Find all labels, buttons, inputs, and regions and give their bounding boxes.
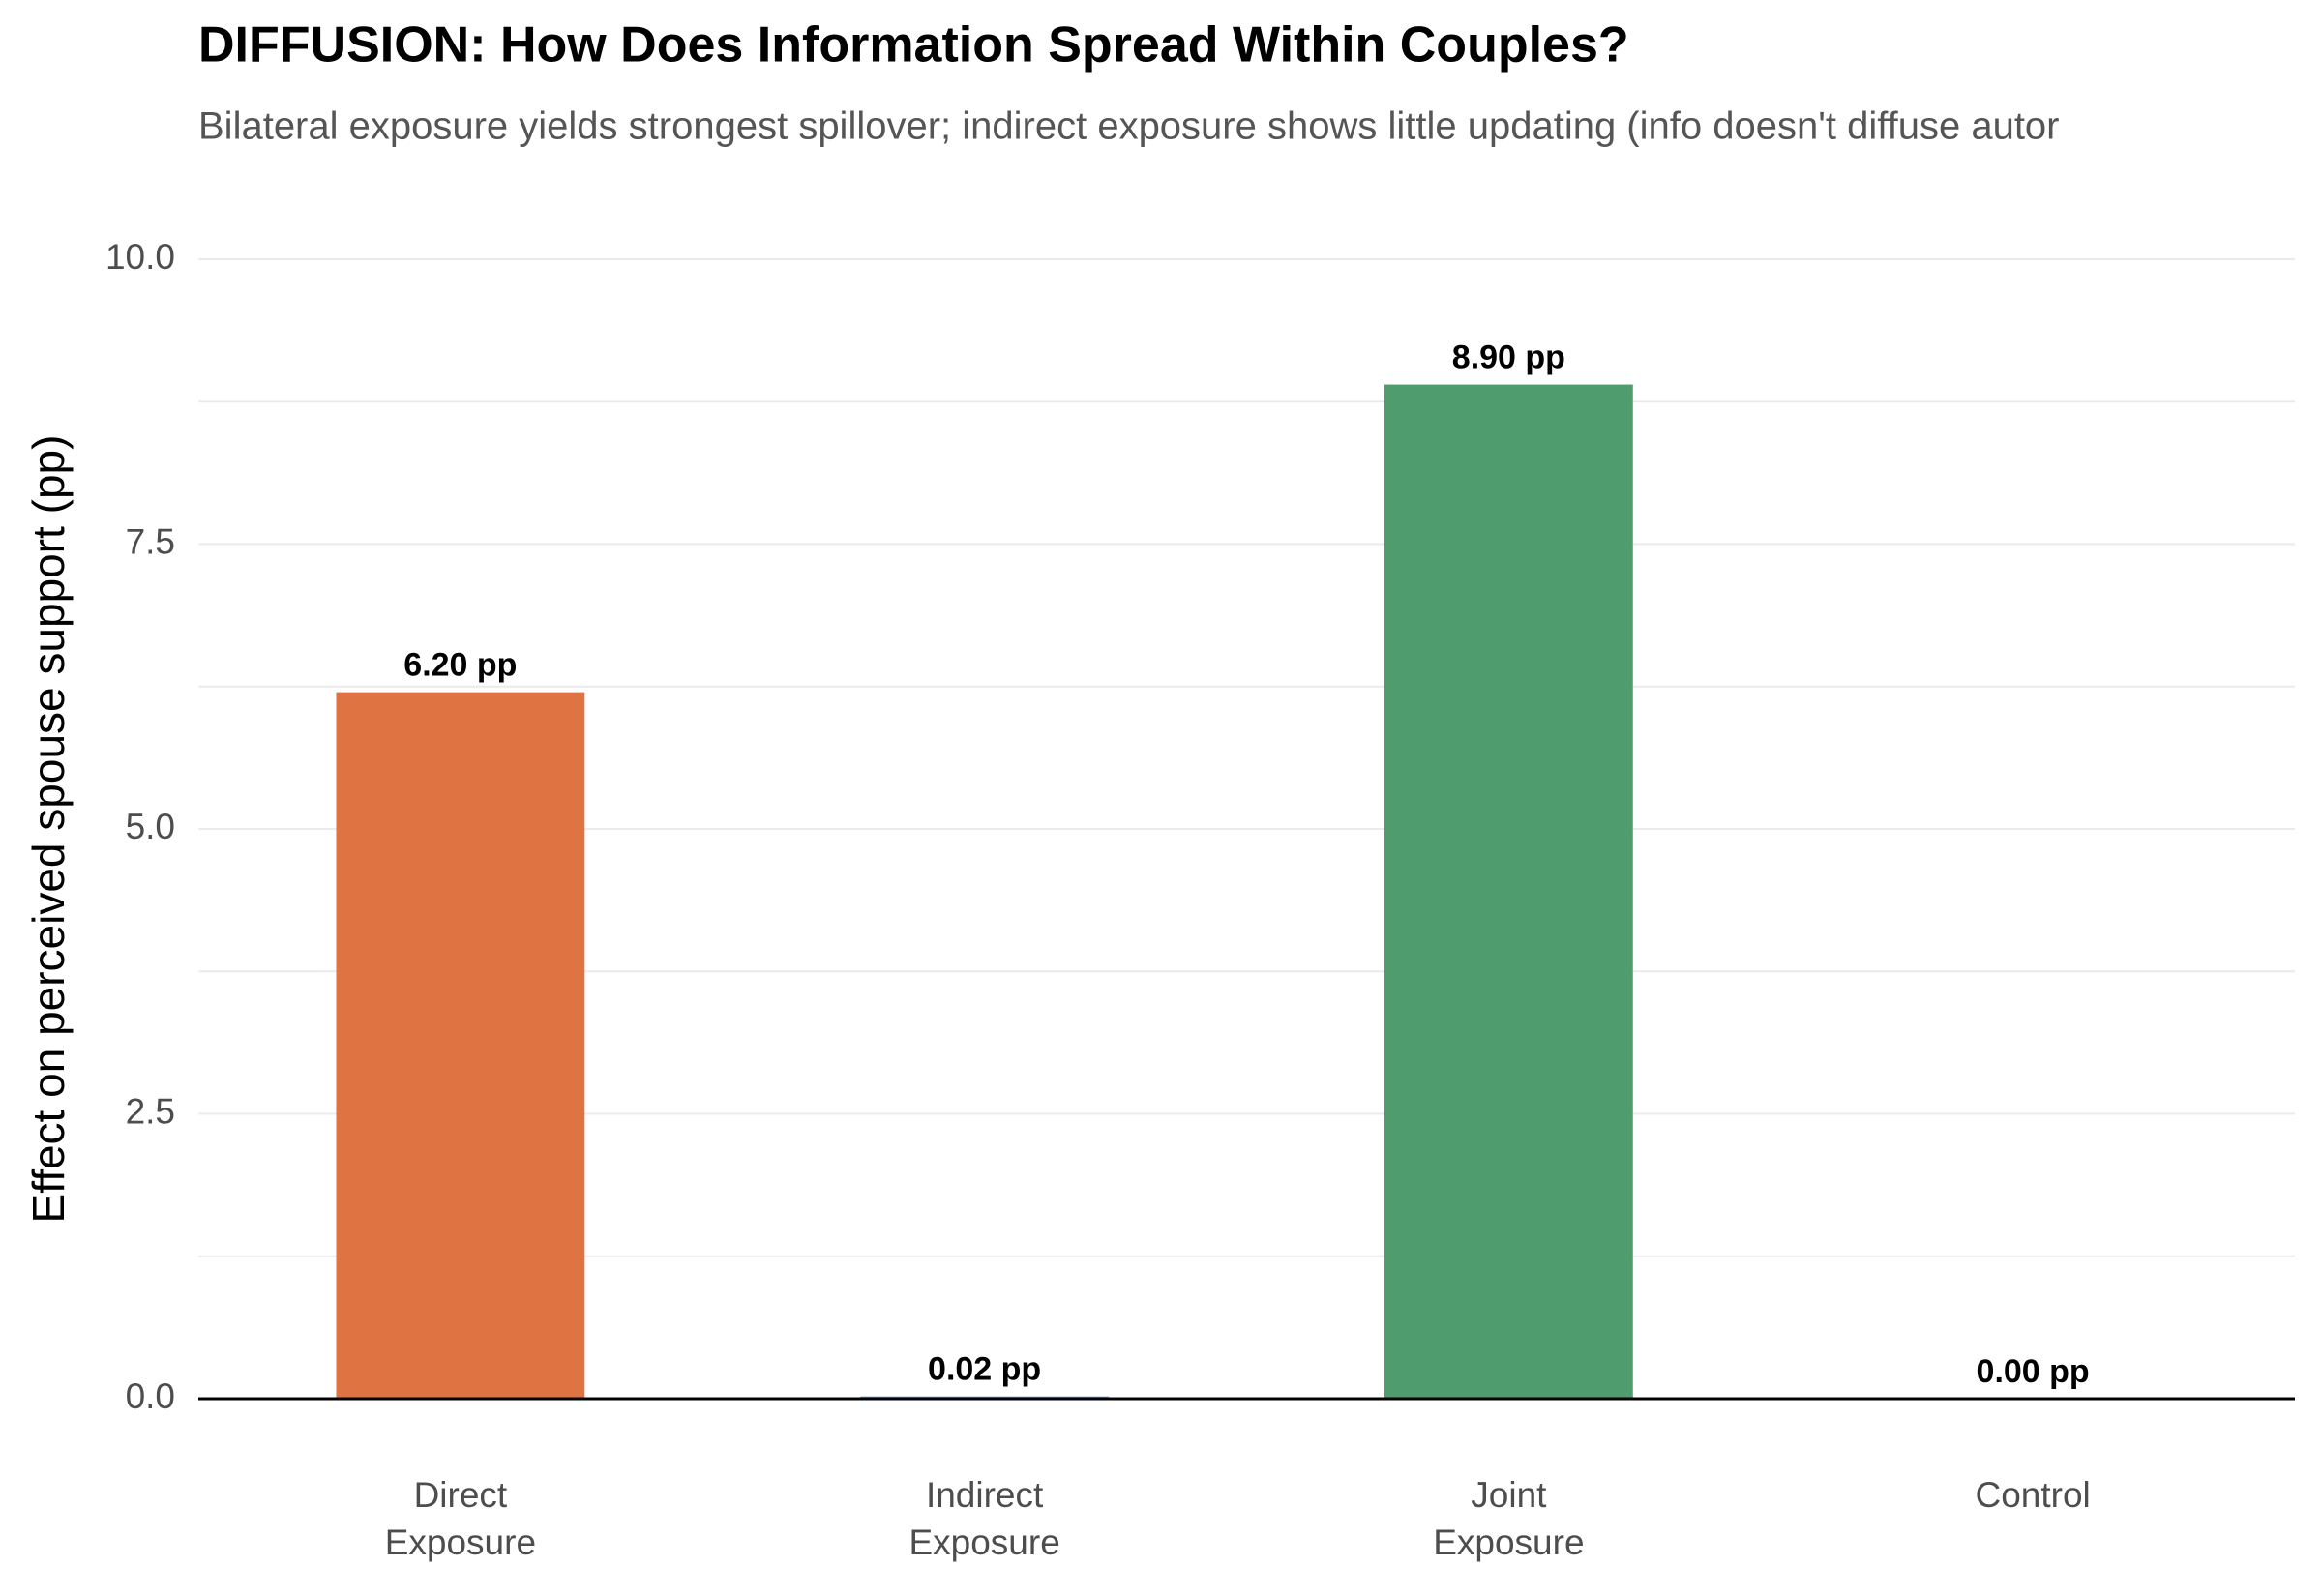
y-tick-label: 7.5: [126, 521, 175, 561]
value-label: 0.02 pp: [928, 1351, 1041, 1388]
y-tick-label: 5.0: [126, 807, 175, 846]
value-label: 6.20 pp: [403, 647, 517, 684]
chart-subtitle: Bilateral exposure yields strongest spil…: [198, 105, 2060, 148]
value-label: 8.90 pp: [1452, 340, 1565, 376]
value-label: 0.00 pp: [1977, 1353, 2090, 1390]
x-tick-label: Indirect Exposure: [908, 1475, 1059, 1562]
bar: [336, 692, 585, 1399]
x-tick-label: Control: [1975, 1475, 2090, 1515]
x-tick-label: Joint Exposure: [1433, 1475, 1584, 1562]
y-axis-title: Effect on perceived spouse support (pp): [23, 435, 74, 1224]
y-tick-label: 0.0: [126, 1376, 175, 1416]
y-tick-label: 2.5: [126, 1091, 175, 1131]
chart-title: DIFFUSION: How Does Information Spread W…: [198, 17, 1629, 74]
x-tick-label: Direct Exposure: [385, 1475, 536, 1562]
y-tick-label: 10.0: [105, 237, 175, 277]
bar: [1384, 384, 1633, 1400]
